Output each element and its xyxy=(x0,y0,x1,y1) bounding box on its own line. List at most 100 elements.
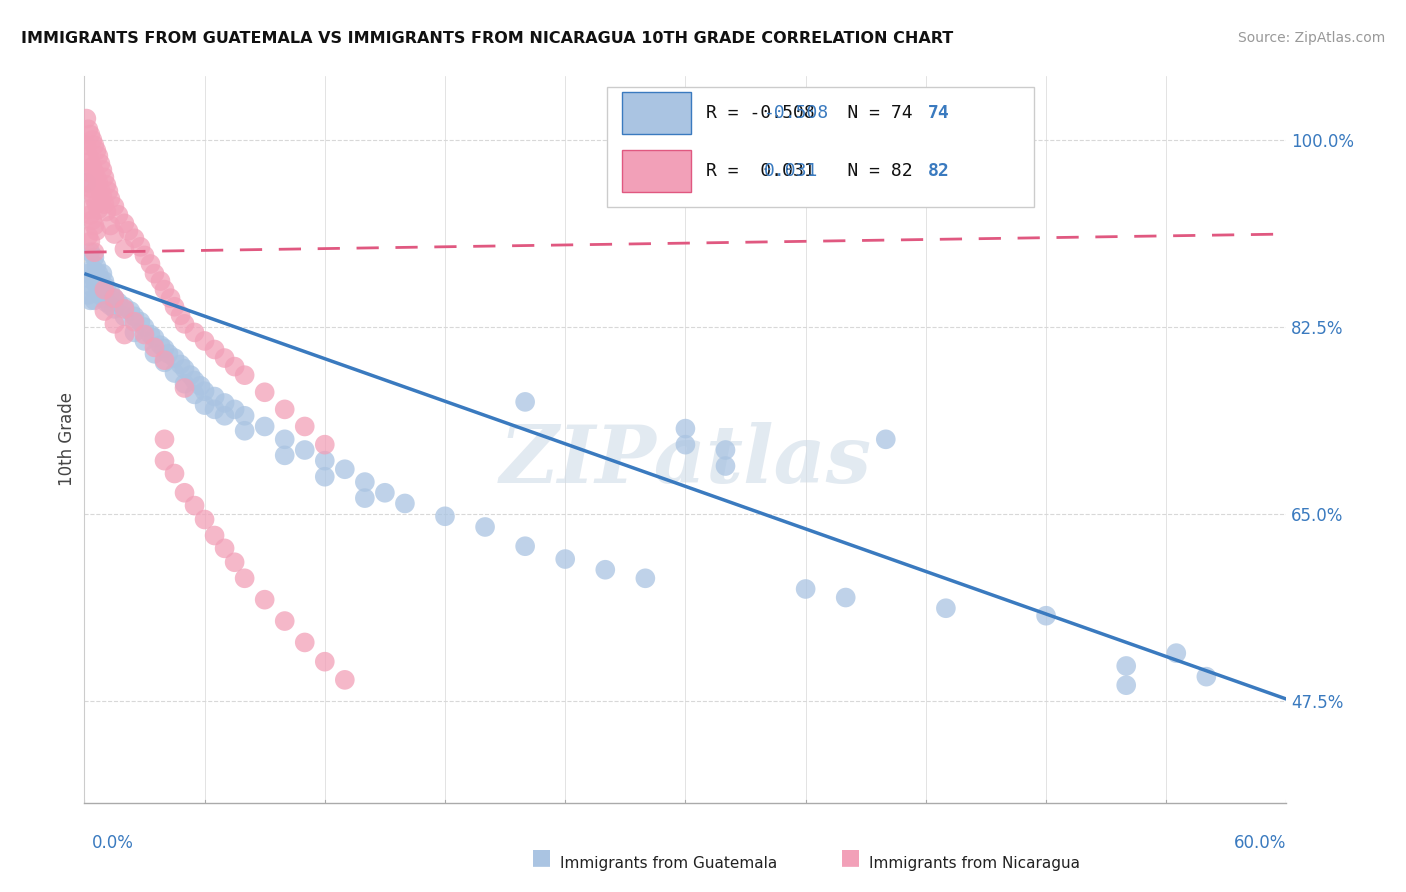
Point xyxy=(100,299,122,313)
Point xyxy=(96,178,118,192)
Point xyxy=(173,485,195,500)
Point xyxy=(87,283,110,297)
Point xyxy=(149,338,172,352)
Point xyxy=(173,361,195,376)
Point xyxy=(75,138,97,153)
Point xyxy=(83,245,105,260)
Point xyxy=(124,310,146,324)
Point xyxy=(233,424,256,438)
Text: 0.0%: 0.0% xyxy=(91,834,134,852)
Point xyxy=(139,257,162,271)
Point xyxy=(82,213,104,227)
Point xyxy=(333,673,356,687)
Point xyxy=(159,291,181,305)
Point xyxy=(714,442,737,457)
Point xyxy=(233,409,256,423)
Point xyxy=(714,458,737,473)
Point xyxy=(173,381,195,395)
Point xyxy=(83,219,105,233)
Text: ■: ■ xyxy=(531,847,551,867)
Point xyxy=(163,366,186,380)
Point xyxy=(87,202,110,217)
Point xyxy=(595,563,617,577)
Point xyxy=(675,422,697,436)
Point xyxy=(354,491,377,505)
Point xyxy=(1115,659,1137,673)
Point xyxy=(100,285,122,299)
Point xyxy=(214,396,236,410)
Point xyxy=(75,176,97,190)
Point xyxy=(153,353,176,368)
Point xyxy=(86,197,108,211)
Point xyxy=(194,384,217,399)
Text: 0.031: 0.031 xyxy=(763,162,818,180)
Point xyxy=(143,347,166,361)
Point xyxy=(314,453,336,467)
Point xyxy=(87,176,110,190)
Text: Source: ZipAtlas.com: Source: ZipAtlas.com xyxy=(1237,31,1385,45)
Point xyxy=(97,184,120,198)
Point xyxy=(79,181,101,195)
Point xyxy=(149,274,172,288)
Point xyxy=(79,154,101,169)
Point xyxy=(79,293,101,308)
Point xyxy=(1115,678,1137,692)
Point xyxy=(214,351,236,365)
Point xyxy=(194,512,217,526)
Point xyxy=(675,437,697,451)
Point xyxy=(253,592,276,607)
Point xyxy=(93,274,115,288)
Point xyxy=(153,433,176,447)
Point xyxy=(314,437,336,451)
Point xyxy=(96,295,118,310)
Text: 82: 82 xyxy=(928,162,950,180)
Point xyxy=(183,387,205,401)
Point xyxy=(314,655,336,669)
Point xyxy=(93,283,115,297)
Point xyxy=(634,571,657,585)
Point xyxy=(394,496,416,510)
Point xyxy=(77,288,100,302)
Point xyxy=(79,235,101,249)
Point xyxy=(100,219,122,233)
Point xyxy=(835,591,858,605)
Point xyxy=(163,467,186,481)
Point xyxy=(183,499,205,513)
Point xyxy=(294,442,316,457)
Point xyxy=(253,385,276,400)
Point xyxy=(274,448,297,462)
Point xyxy=(120,304,142,318)
Text: R = -0.508   N = 74: R = -0.508 N = 74 xyxy=(706,103,912,122)
Point xyxy=(434,509,457,524)
Point xyxy=(143,340,166,354)
Point xyxy=(153,283,176,297)
Text: Immigrants from Guatemala: Immigrants from Guatemala xyxy=(560,856,778,871)
Point xyxy=(169,358,191,372)
Point xyxy=(75,112,97,126)
Point xyxy=(794,582,817,596)
Point xyxy=(294,419,316,434)
Point xyxy=(77,229,100,244)
Point xyxy=(333,462,356,476)
Point xyxy=(474,520,496,534)
Point xyxy=(86,277,108,292)
Point xyxy=(91,267,114,281)
Point xyxy=(82,160,104,174)
Point xyxy=(107,208,129,222)
Point xyxy=(103,199,125,213)
Point xyxy=(79,208,101,222)
Point xyxy=(124,315,146,329)
Point xyxy=(1195,670,1218,684)
Point xyxy=(143,331,166,345)
Point xyxy=(124,231,146,245)
Point xyxy=(875,433,897,447)
Point xyxy=(103,317,125,331)
Point xyxy=(114,216,135,230)
Point xyxy=(190,379,212,393)
Point xyxy=(224,555,246,569)
Point xyxy=(77,149,100,163)
Point xyxy=(134,320,156,334)
Text: 60.0%: 60.0% xyxy=(1234,834,1286,852)
Point xyxy=(183,374,205,388)
Text: ■: ■ xyxy=(841,847,860,867)
